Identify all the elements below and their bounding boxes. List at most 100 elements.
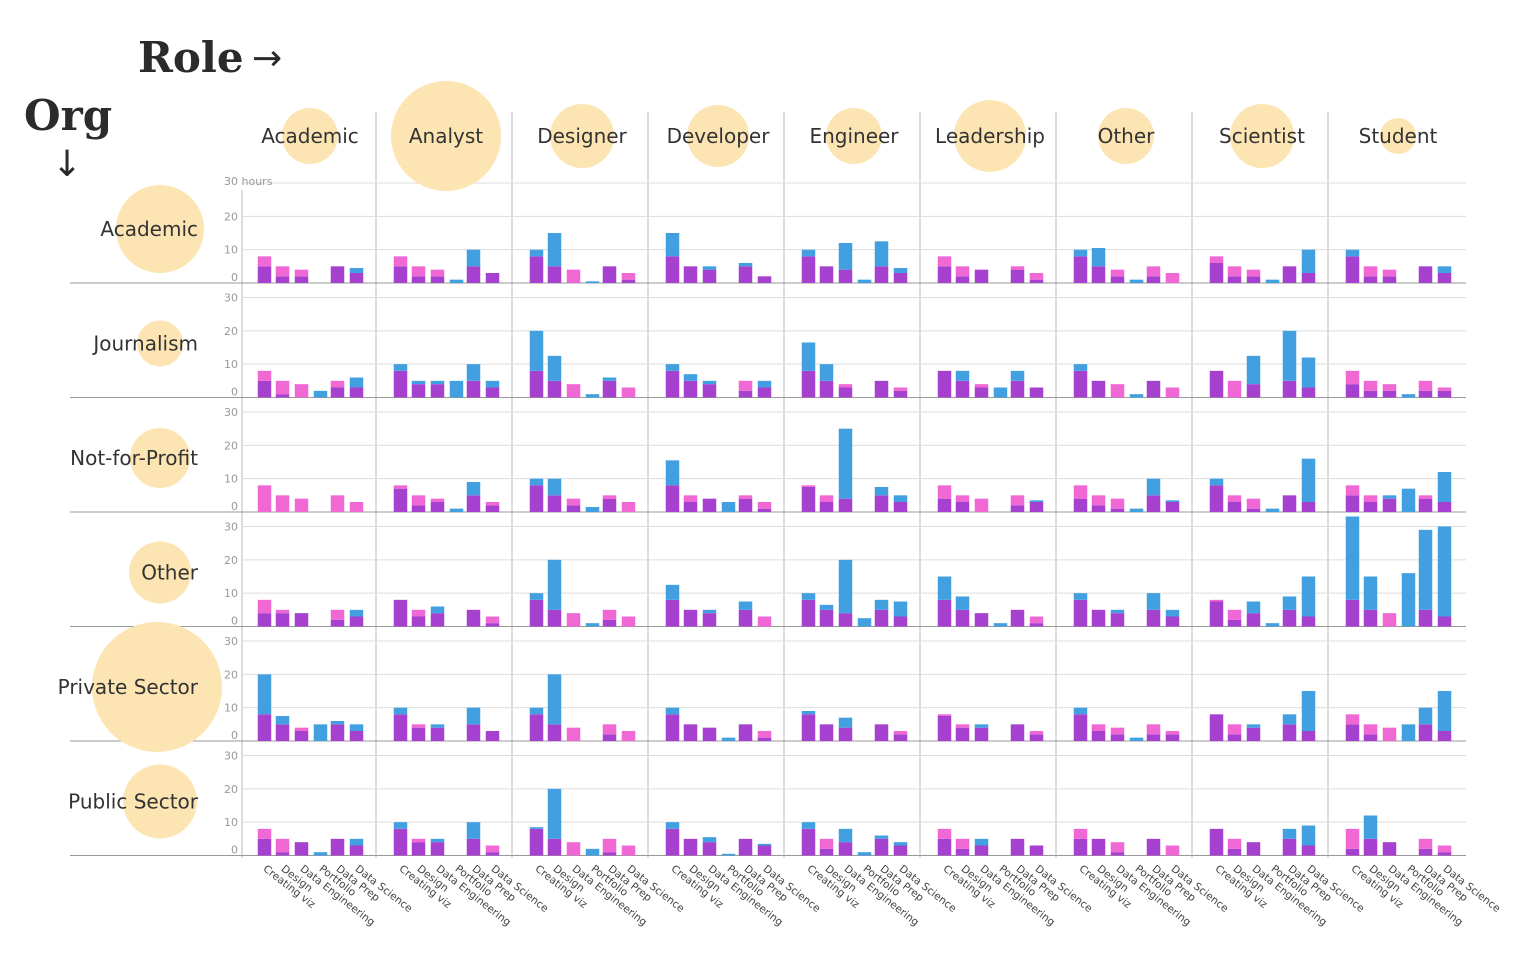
y-tick-label: 20 bbox=[224, 325, 238, 338]
org-bubble-private-sector bbox=[92, 622, 222, 752]
bar-public-sector-engineer-0-s2 bbox=[801, 822, 816, 829]
bar-not-for-profit-other-2-s1 bbox=[1110, 498, 1125, 509]
role-bubble-student bbox=[1380, 118, 1416, 154]
bar-academic-academic-0-s1 bbox=[257, 256, 272, 267]
bar-not-for-profit-leadership-5-s0 bbox=[1029, 502, 1044, 512]
bar-academic-designer-1-s0 bbox=[547, 266, 562, 283]
bar-academic-other-0-s2 bbox=[1073, 249, 1088, 257]
bar-journalism-scientist-2-s2 bbox=[1246, 355, 1261, 385]
bar-not-for-profit-engineer-2-s0 bbox=[838, 498, 853, 512]
bar-other-scientist-3-s2 bbox=[1265, 623, 1280, 627]
bar-academic-other-1-s2 bbox=[1091, 248, 1106, 267]
bar-not-for-profit-leadership-1-s1 bbox=[955, 495, 970, 502]
bar-journalism-student-5-s1 bbox=[1437, 387, 1452, 391]
bar-not-for-profit-scientist-3-s2 bbox=[1265, 508, 1280, 512]
bar-not-for-profit-other-2-s0 bbox=[1110, 508, 1125, 512]
role-bubble-other bbox=[1098, 108, 1154, 164]
role-bubble-designer bbox=[550, 104, 614, 168]
bar-journalism-other-1-s0 bbox=[1091, 380, 1106, 398]
bar-private-sector-academic-2-s1 bbox=[294, 727, 309, 731]
bar-journalism-engineer-4-s0 bbox=[874, 380, 889, 398]
bar-academic-student-1-s1 bbox=[1363, 266, 1378, 277]
bar-public-sector-academic-5-s2 bbox=[349, 838, 364, 846]
bar-other-academic-5-s2 bbox=[349, 609, 364, 617]
bar-public-sector-scientist-5-s0 bbox=[1301, 845, 1316, 856]
bar-academic-other-4-s1 bbox=[1146, 266, 1161, 277]
bar-other-designer-3-s2 bbox=[585, 623, 600, 627]
bar-private-sector-scientist-4-s2 bbox=[1282, 714, 1297, 725]
bar-private-sector-scientist-0-s0 bbox=[1209, 714, 1224, 741]
bar-private-sector-engineer-4-s0 bbox=[874, 724, 889, 741]
bar-journalism-analyst-1-s2 bbox=[411, 380, 426, 385]
bar-public-sector-designer-4-s1 bbox=[602, 838, 617, 853]
org-bubble-public-sector bbox=[123, 764, 197, 839]
bar-journalism-engineer-1-s0 bbox=[819, 380, 834, 398]
bar-public-sector-designer-0-s2 bbox=[529, 827, 544, 829]
bar-not-for-profit-designer-3-s2 bbox=[585, 507, 600, 512]
bar-other-leadership-3-s2 bbox=[993, 623, 1008, 627]
bar-private-sector-other-2-s1 bbox=[1110, 727, 1125, 735]
org-label-other: Other bbox=[141, 561, 199, 585]
bar-private-sector-leadership-2-s2 bbox=[974, 724, 989, 728]
bar-not-for-profit-developer-4-s0 bbox=[738, 498, 753, 512]
bar-private-sector-developer-5-s1 bbox=[757, 731, 772, 738]
bar-not-for-profit-other-3-s2 bbox=[1129, 508, 1144, 512]
bar-not-for-profit-academic-4-s1 bbox=[330, 495, 345, 512]
bar-private-sector-leadership-1-s1 bbox=[955, 724, 970, 728]
bar-other-scientist-4-s2 bbox=[1282, 596, 1297, 610]
bar-journalism-developer-5-s0 bbox=[757, 387, 772, 398]
org-bubble-other bbox=[129, 541, 191, 604]
role-label-engineer: Engineer bbox=[809, 124, 899, 148]
y-tick-label: 10 bbox=[224, 816, 238, 829]
bar-journalism-academic-4-s0 bbox=[330, 387, 345, 398]
bar-public-sector-engineer-2-s0 bbox=[838, 842, 853, 856]
bar-not-for-profit-other-5-s0 bbox=[1165, 502, 1180, 512]
bar-private-sector-developer-5-s0 bbox=[757, 737, 772, 741]
bar-not-for-profit-student-2-s0 bbox=[1382, 498, 1397, 512]
bar-public-sector-scientist-2-s0 bbox=[1246, 842, 1261, 856]
bar-journalism-analyst-3-s2 bbox=[449, 380, 464, 398]
bar-other-designer-5-s1 bbox=[621, 616, 636, 627]
bar-public-sector-analyst-2-s0 bbox=[430, 842, 445, 856]
role-label-designer: Designer bbox=[537, 124, 627, 148]
bar-other-analyst-1-s0 bbox=[411, 616, 426, 627]
bar-academic-leadership-1-s0 bbox=[955, 276, 970, 283]
bar-not-for-profit-engineer-0-s1 bbox=[801, 485, 816, 487]
bar-academic-designer-2-s1 bbox=[566, 269, 581, 283]
bar-journalism-student-1-s0 bbox=[1363, 390, 1378, 398]
bar-private-sector-scientist-2-s0 bbox=[1246, 727, 1261, 741]
bar-academic-leadership-5-s1 bbox=[1029, 273, 1044, 280]
bar-other-other-0-s0 bbox=[1073, 599, 1088, 627]
bar-not-for-profit-developer-1-s1 bbox=[683, 495, 698, 502]
bar-private-sector-student-0-s0 bbox=[1345, 724, 1360, 741]
bar-not-for-profit-student-3-s2 bbox=[1401, 488, 1416, 512]
bar-journalism-engineer-0-s0 bbox=[801, 370, 816, 398]
bar-public-sector-developer-5-s2 bbox=[757, 843, 772, 846]
bar-not-for-profit-leadership-0-s0 bbox=[937, 498, 952, 512]
bar-journalism-analyst-4-s0 bbox=[466, 380, 481, 398]
bar-journalism-student-4-s1 bbox=[1418, 380, 1433, 391]
bar-journalism-leadership-5-s0 bbox=[1029, 387, 1044, 398]
bar-public-sector-student-1-s0 bbox=[1363, 838, 1378, 856]
bar-other-student-5-s2 bbox=[1437, 526, 1452, 617]
bar-journalism-analyst-5-s2 bbox=[485, 380, 500, 388]
bar-journalism-academic-5-s2 bbox=[349, 377, 364, 388]
bar-academic-analyst-3-s2 bbox=[449, 279, 464, 283]
bar-journalism-developer-4-s1 bbox=[738, 380, 753, 391]
bar-public-sector-engineer-2-s2 bbox=[838, 828, 853, 843]
bar-academic-designer-5-s1 bbox=[621, 273, 636, 280]
bar-other-academic-0-s1 bbox=[257, 599, 272, 614]
bar-not-for-profit-engineer-1-s1 bbox=[819, 495, 834, 502]
bar-not-for-profit-leadership-2-s1 bbox=[974, 498, 989, 512]
bar-public-sector-other-2-s0 bbox=[1110, 852, 1125, 856]
bar-public-sector-scientist-5-s2 bbox=[1301, 825, 1316, 846]
bar-private-sector-academic-4-s0 bbox=[330, 724, 345, 741]
role-label-academic: Academic bbox=[261, 124, 359, 148]
bar-public-sector-leadership-0-s1 bbox=[937, 828, 952, 839]
bar-not-for-profit-scientist-1-s1 bbox=[1227, 495, 1242, 502]
bar-private-sector-analyst-0-s2 bbox=[393, 707, 408, 715]
y-tick-label: 20 bbox=[224, 783, 238, 796]
bar-journalism-developer-2-s0 bbox=[702, 384, 717, 398]
bar-academic-academic-5-s0 bbox=[349, 273, 364, 283]
bar-other-academic-4-s1 bbox=[330, 609, 345, 620]
